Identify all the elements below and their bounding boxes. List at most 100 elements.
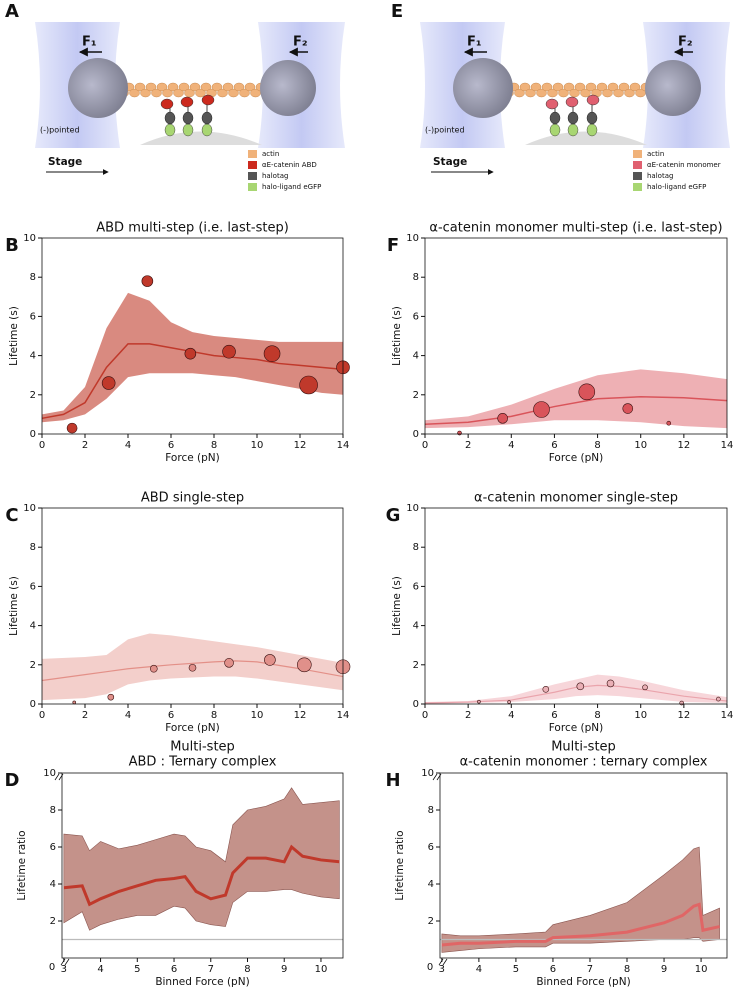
y-tick-label: 8	[30, 272, 36, 283]
actin-monomer	[156, 82, 168, 92]
x-tick-label: 12	[677, 710, 690, 721]
y-tick-label: 8	[413, 542, 419, 553]
egfp	[549, 123, 561, 137]
data-point	[576, 682, 585, 691]
actin-monomer	[585, 82, 597, 92]
legend-swatch	[633, 161, 642, 169]
actin-monomer	[244, 82, 256, 92]
panel-letter: E	[391, 1, 403, 22]
actin-monomer	[189, 82, 201, 92]
actin-monomer	[624, 88, 635, 98]
force-label: F₂	[678, 35, 693, 50]
x-tick-label: 12	[294, 440, 307, 451]
actin-monomer	[514, 88, 525, 98]
chart-subtitle: ABD : Ternary complex	[129, 755, 277, 770]
plot-frame	[41, 507, 344, 705]
data-point	[222, 344, 236, 359]
x-tick-label: 10	[634, 710, 647, 721]
end-label: (-)pointed	[425, 126, 465, 135]
data-point	[533, 401, 550, 418]
x-tick-label: 0	[422, 710, 428, 721]
data-point	[296, 657, 312, 673]
data-point	[263, 345, 281, 362]
axis-break	[54, 773, 60, 781]
actin-monomer	[574, 82, 586, 92]
actin-monomer	[239, 88, 250, 98]
x-axis-label: Binned Force (pN)	[536, 976, 630, 988]
origin-label: 0	[427, 962, 433, 973]
actin-monomer	[151, 88, 162, 98]
x-tick-label: 7	[208, 964, 214, 975]
x-tick-label: 2	[465, 440, 471, 451]
confidence-band	[63, 787, 340, 931]
binder	[160, 98, 174, 110]
data-point	[477, 699, 481, 704]
x-tick-label: 9	[281, 964, 287, 975]
halotag	[586, 111, 598, 125]
actin-monomer	[167, 82, 179, 92]
actin-monomer	[558, 88, 569, 98]
x-tick-label: 2	[82, 710, 88, 721]
axis-break	[58, 773, 64, 781]
y-tick-label: 8	[428, 805, 434, 816]
binder	[180, 96, 194, 108]
stage-surface	[140, 131, 262, 145]
bead	[68, 58, 128, 118]
y-tick-label: 10	[406, 233, 419, 244]
x-tick-label: 4	[97, 964, 103, 975]
halotag	[182, 111, 194, 125]
actin-monomer	[541, 82, 553, 92]
y-tick-label: 2	[413, 390, 419, 401]
y-tick-label: 2	[30, 660, 36, 671]
x-tick-label: 4	[125, 440, 131, 451]
x-tick-label: 8	[211, 440, 217, 451]
chart-title: α-catenin monomer multi-step (i.e. last-…	[429, 221, 722, 236]
force-label: F₁	[467, 35, 482, 50]
x-tick-label: 3	[61, 964, 67, 975]
chart-title: α-catenin monomer single-step	[474, 491, 678, 506]
x-axis-label: Force (pN)	[165, 722, 219, 734]
y-axis-label: Lifetime (s)	[391, 576, 403, 636]
x-axis-label: Force (pN)	[549, 722, 603, 734]
x-tick-label: 6	[550, 964, 556, 975]
x-axis-label: Force (pN)	[165, 452, 219, 464]
legend-label: halotag	[262, 172, 288, 180]
x-tick-label: 4	[125, 710, 131, 721]
actin-monomer	[563, 82, 575, 92]
y-tick-label: 0	[30, 699, 36, 710]
actin-monomer	[162, 88, 173, 98]
fit-line	[441, 902, 720, 947]
fit-line	[424, 396, 728, 425]
x-tick-label: 12	[294, 710, 307, 721]
binder	[201, 94, 215, 106]
data-point	[622, 403, 634, 414]
x-tick-label: 10	[251, 440, 264, 451]
y-tick-label: 8	[413, 272, 419, 283]
data-point	[264, 654, 276, 666]
legend-label: αE-catenin monomer	[647, 161, 721, 169]
x-tick-label: 0	[39, 440, 45, 451]
legend-swatch	[248, 183, 257, 191]
confidence-band	[425, 674, 727, 704]
end-label: (-)pointed	[40, 126, 80, 135]
x-tick-label: 10	[251, 710, 264, 721]
actin-monomer	[173, 88, 184, 98]
y-tick-label: 2	[30, 390, 36, 401]
panel-letter: A	[5, 1, 19, 22]
x-tick-label: 7	[587, 964, 593, 975]
actin-monomer	[211, 82, 223, 92]
actin-monomer	[596, 82, 608, 92]
x-tick-label: 6	[168, 440, 174, 451]
chart-title: ABD single-step	[141, 491, 244, 506]
x-tick-label: 10	[634, 440, 647, 451]
x-tick-label: 8	[594, 440, 600, 451]
y-tick-label: 10	[23, 503, 36, 514]
actin-monomer	[607, 82, 619, 92]
actin-monomer	[233, 82, 245, 92]
y-tick-label: 6	[413, 311, 419, 322]
binder	[545, 98, 559, 110]
x-tick-label: 6	[551, 440, 557, 451]
data-point	[299, 375, 318, 395]
egfp	[567, 123, 579, 137]
